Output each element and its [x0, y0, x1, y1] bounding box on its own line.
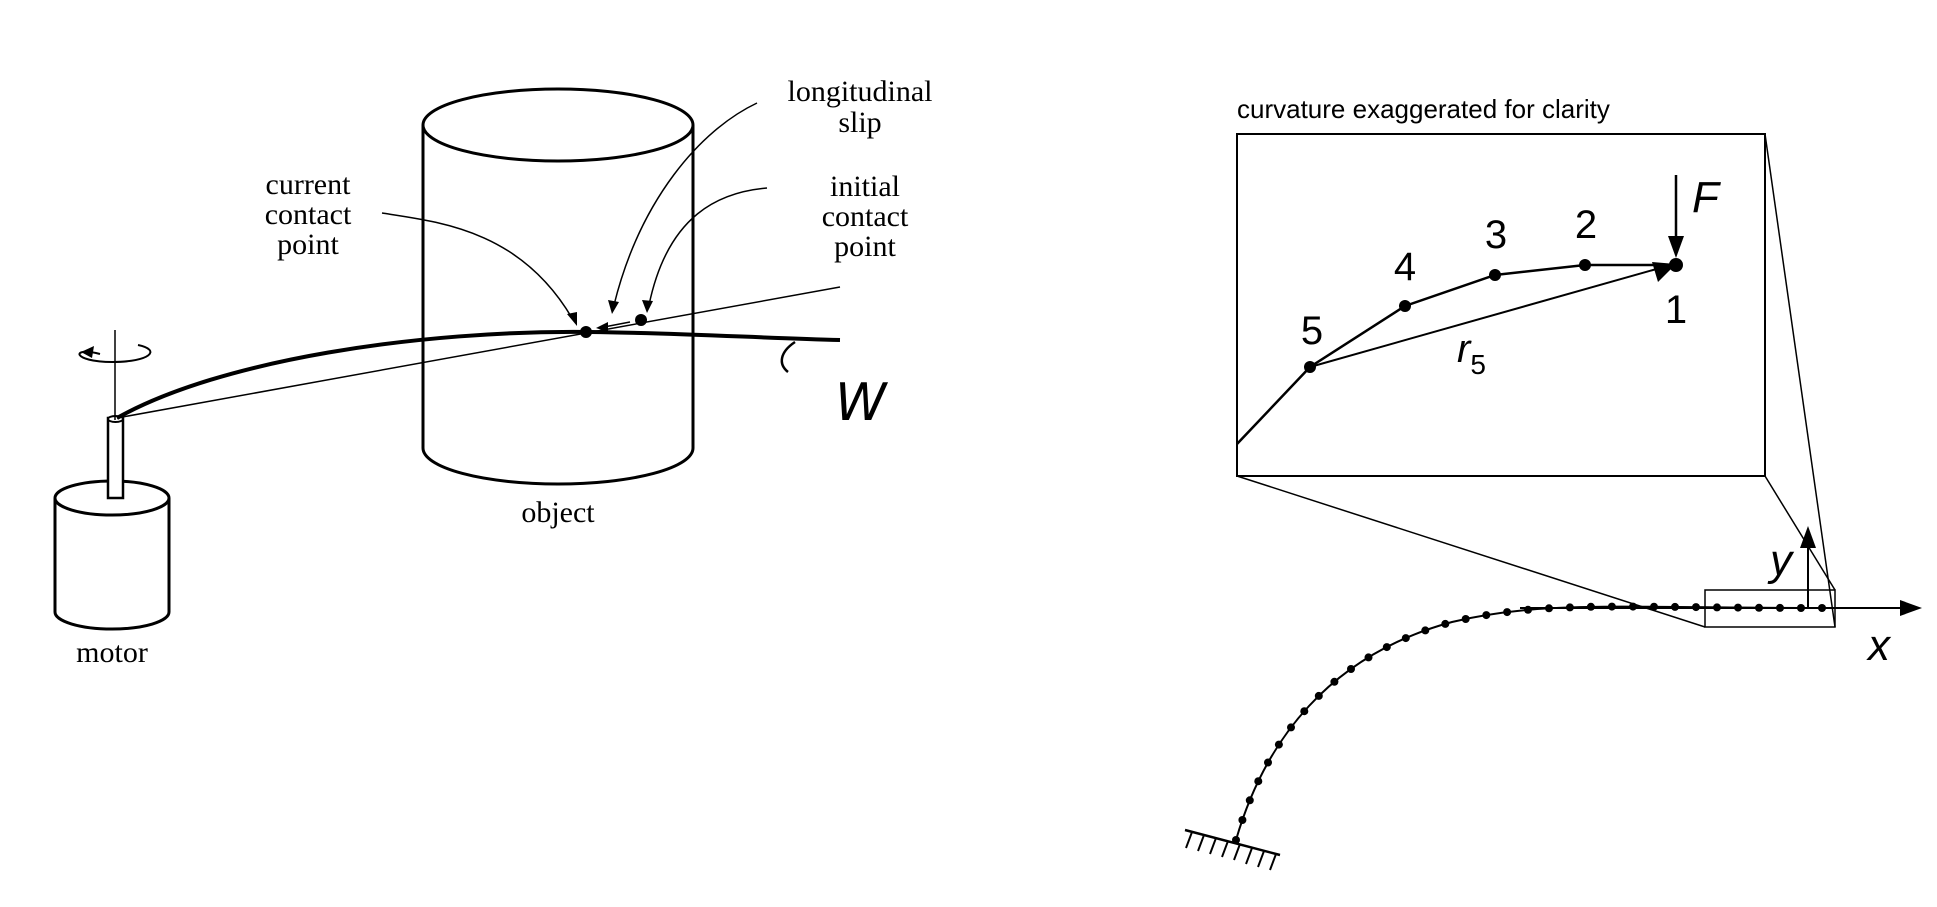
beam-node	[1608, 603, 1616, 611]
beam-node	[1462, 615, 1470, 623]
ground-clamp-icon	[1185, 830, 1280, 870]
node-label-1: 1	[1665, 288, 1687, 332]
beam-node	[1629, 603, 1637, 611]
motor	[55, 416, 169, 629]
beam-node	[1238, 816, 1246, 824]
whisker	[117, 287, 840, 418]
beam-node	[1347, 665, 1355, 673]
y-axis-label: y	[1767, 536, 1795, 585]
beam-nodes	[1232, 603, 1826, 844]
beam-node	[1264, 759, 1272, 767]
object-label: object	[521, 496, 595, 529]
left-panel: longitudinal slip current contact point …	[55, 75, 933, 669]
initial-contact-label-line1: initial	[830, 170, 900, 203]
beam-node	[1254, 777, 1262, 785]
node-label-4: 4	[1394, 245, 1416, 289]
whisker-label: W	[835, 373, 889, 433]
beam-node	[1315, 692, 1323, 700]
initial-contact-leader	[642, 188, 767, 313]
node-label-5: 5	[1301, 309, 1323, 353]
r5-label-subscript: 5	[1470, 349, 1486, 380]
beam-node	[1246, 796, 1254, 804]
beam-node	[1330, 678, 1338, 686]
beam-node	[1776, 604, 1784, 612]
beam-node	[1275, 741, 1283, 749]
x-axis-label: x	[1866, 621, 1892, 670]
beam-node	[1587, 603, 1595, 611]
beam-node	[1671, 603, 1679, 611]
beam-node	[1818, 604, 1826, 612]
node-4	[1399, 300, 1411, 312]
force-label: F	[1692, 173, 1721, 222]
current-contact-label-line1: current	[266, 168, 352, 201]
beam-node	[1383, 643, 1391, 651]
beam-node	[1421, 626, 1429, 634]
initial-contact-label-line2: contact	[822, 200, 909, 233]
beam-node	[1797, 604, 1805, 612]
beam-node	[1713, 603, 1721, 611]
current-contact-leader	[382, 213, 577, 326]
node-label-3: 3	[1485, 213, 1507, 257]
beam-node	[1692, 603, 1700, 611]
node-1	[1669, 258, 1683, 272]
current-contact-point	[580, 326, 592, 338]
beam-node	[1650, 603, 1658, 611]
initial-contact-point	[635, 314, 647, 326]
current-contact-label-line3: point	[277, 228, 339, 261]
longitudinal-slip-label-line2: slip	[838, 106, 881, 139]
node-5	[1304, 361, 1316, 373]
node-label-2: 2	[1575, 203, 1597, 247]
longitudinal-slip-label-line1: longitudinal	[788, 75, 933, 108]
right-panel: curvature exaggerated for clarity 1	[1185, 94, 1922, 870]
beam-node	[1402, 634, 1410, 642]
initial-contact-label-line3: point	[834, 230, 896, 263]
inset-caption: curvature exaggerated for clarity	[1237, 94, 1610, 124]
beam-node	[1287, 723, 1295, 731]
node-2	[1579, 259, 1591, 271]
beam-node	[1300, 707, 1308, 715]
object-cylinder	[423, 89, 693, 484]
beam-node	[1365, 653, 1373, 661]
beam-node	[1524, 606, 1532, 614]
motor-label: motor	[76, 636, 148, 669]
beam-node	[1566, 603, 1574, 611]
beam-node	[1545, 604, 1553, 612]
node-3	[1489, 269, 1501, 281]
beam-node	[1734, 604, 1742, 612]
beam-node	[1482, 611, 1490, 619]
beam-node	[1441, 620, 1449, 628]
beam-curve	[1236, 607, 1822, 840]
longitudinal-slip-leader	[608, 103, 757, 314]
current-contact-label-line2: contact	[265, 198, 352, 231]
x-axis-arrow-icon	[1900, 600, 1922, 616]
beam-node	[1503, 608, 1511, 616]
beam-node	[1755, 604, 1763, 612]
